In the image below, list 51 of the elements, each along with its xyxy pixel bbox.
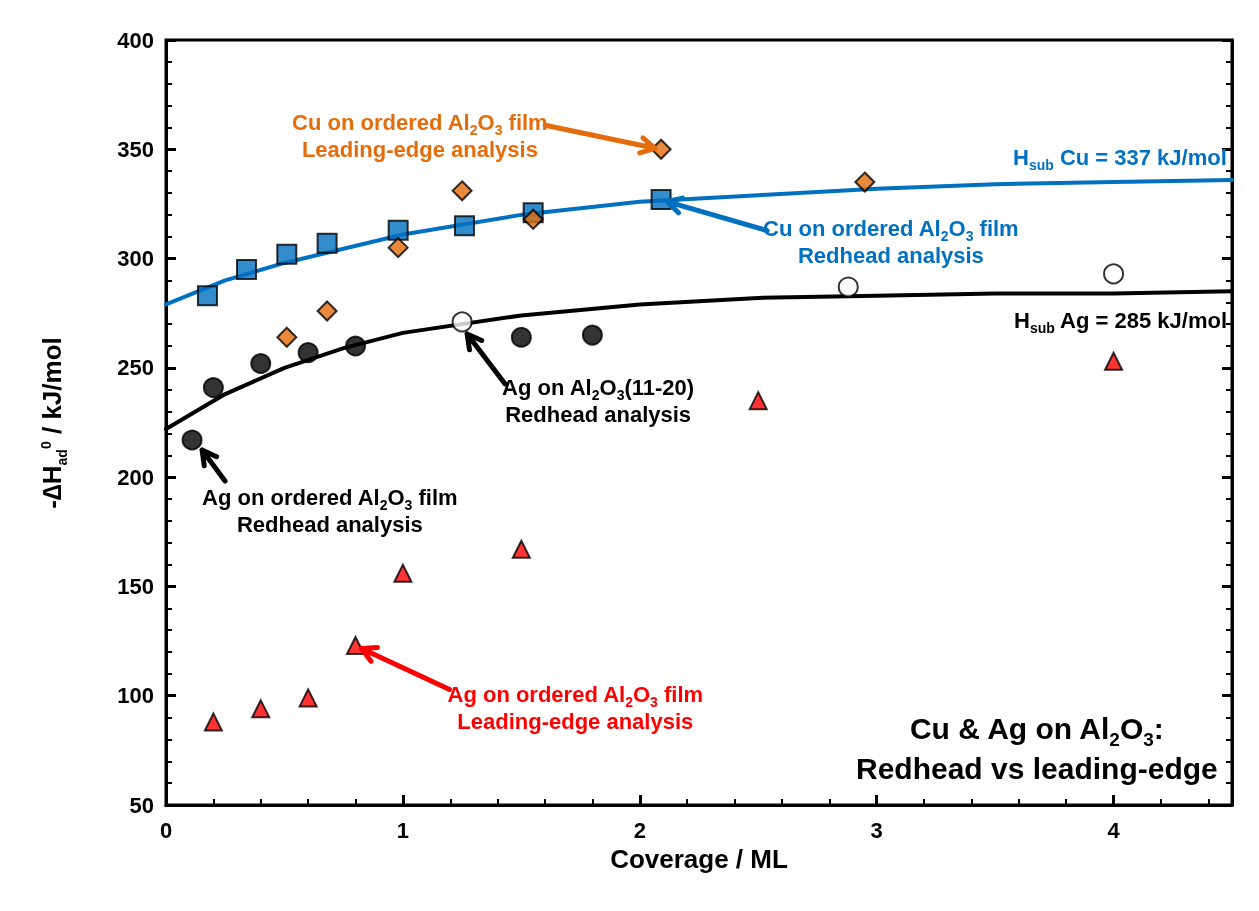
- x-tick-label: 1: [396, 817, 410, 843]
- point: [581, 324, 603, 346]
- annotation: H$_{sub}$ Ag = 285 kJ/mol: [1014, 306, 1227, 337]
- point: [236, 259, 258, 280]
- point: [510, 326, 532, 348]
- point: [276, 243, 298, 265]
- point: [202, 377, 224, 399]
- point: [196, 285, 218, 307]
- point: [748, 391, 768, 411]
- annotation: Ag on Al$_{2}$O$_{3}$(11-20) Redhead analysis: [502, 373, 695, 428]
- point: [387, 219, 409, 241]
- annotation: H$_{sub}$ Cu = 337 kJ/mol: [1013, 144, 1227, 174]
- point: [316, 300, 338, 322]
- point: [298, 688, 318, 708]
- y-tick-label: 250: [117, 355, 154, 381]
- point: [297, 342, 319, 364]
- y-tick-label: 200: [117, 464, 154, 490]
- y-tick-label: 350: [117, 136, 154, 162]
- point: [451, 180, 473, 202]
- point: [1103, 263, 1125, 285]
- x-tick-label: 2: [633, 817, 646, 843]
- y-tick-label: 300: [117, 246, 154, 272]
- point: [345, 335, 367, 357]
- point: [837, 276, 859, 298]
- point: [316, 232, 338, 254]
- point: [276, 326, 298, 348]
- point: [251, 699, 271, 719]
- point: [1104, 351, 1124, 371]
- point: [181, 429, 203, 451]
- point: [511, 539, 531, 559]
- point: [650, 138, 672, 160]
- point: [522, 208, 544, 230]
- x-axis-title: Coverage / ML: [610, 843, 788, 874]
- y-tick-label: 50: [129, 792, 154, 818]
- x-tick-label: 4: [1107, 817, 1121, 843]
- annotation: Ag on ordered Al$_{2}$O$_{3}$ film Redhead analysis: [202, 484, 458, 538]
- y-tick-label: 400: [117, 27, 154, 53]
- y-tick-label: 100: [117, 683, 154, 709]
- point: [451, 311, 473, 333]
- x-tick-label: 3: [870, 817, 883, 843]
- x-tick-label: 0: [159, 817, 173, 843]
- point: [203, 712, 223, 732]
- annotation: Cu & Ag on Al$_{2}$O$_{3}$: Redhead vs leading-edge: [856, 711, 1218, 787]
- annotation: Ag on ordered Al$_{2}$O$_{3}$ film Leading-edge analysis: [447, 681, 704, 736]
- y-tick-label: 150: [117, 573, 154, 599]
- point: [453, 215, 475, 237]
- point: [393, 563, 413, 583]
- annotation: Cu on ordered Al$_{2}$O$_{3}$ film Leading-edge analysis: [292, 109, 548, 164]
- point: [250, 352, 272, 374]
- point: [387, 237, 409, 259]
- point: [854, 171, 876, 193]
